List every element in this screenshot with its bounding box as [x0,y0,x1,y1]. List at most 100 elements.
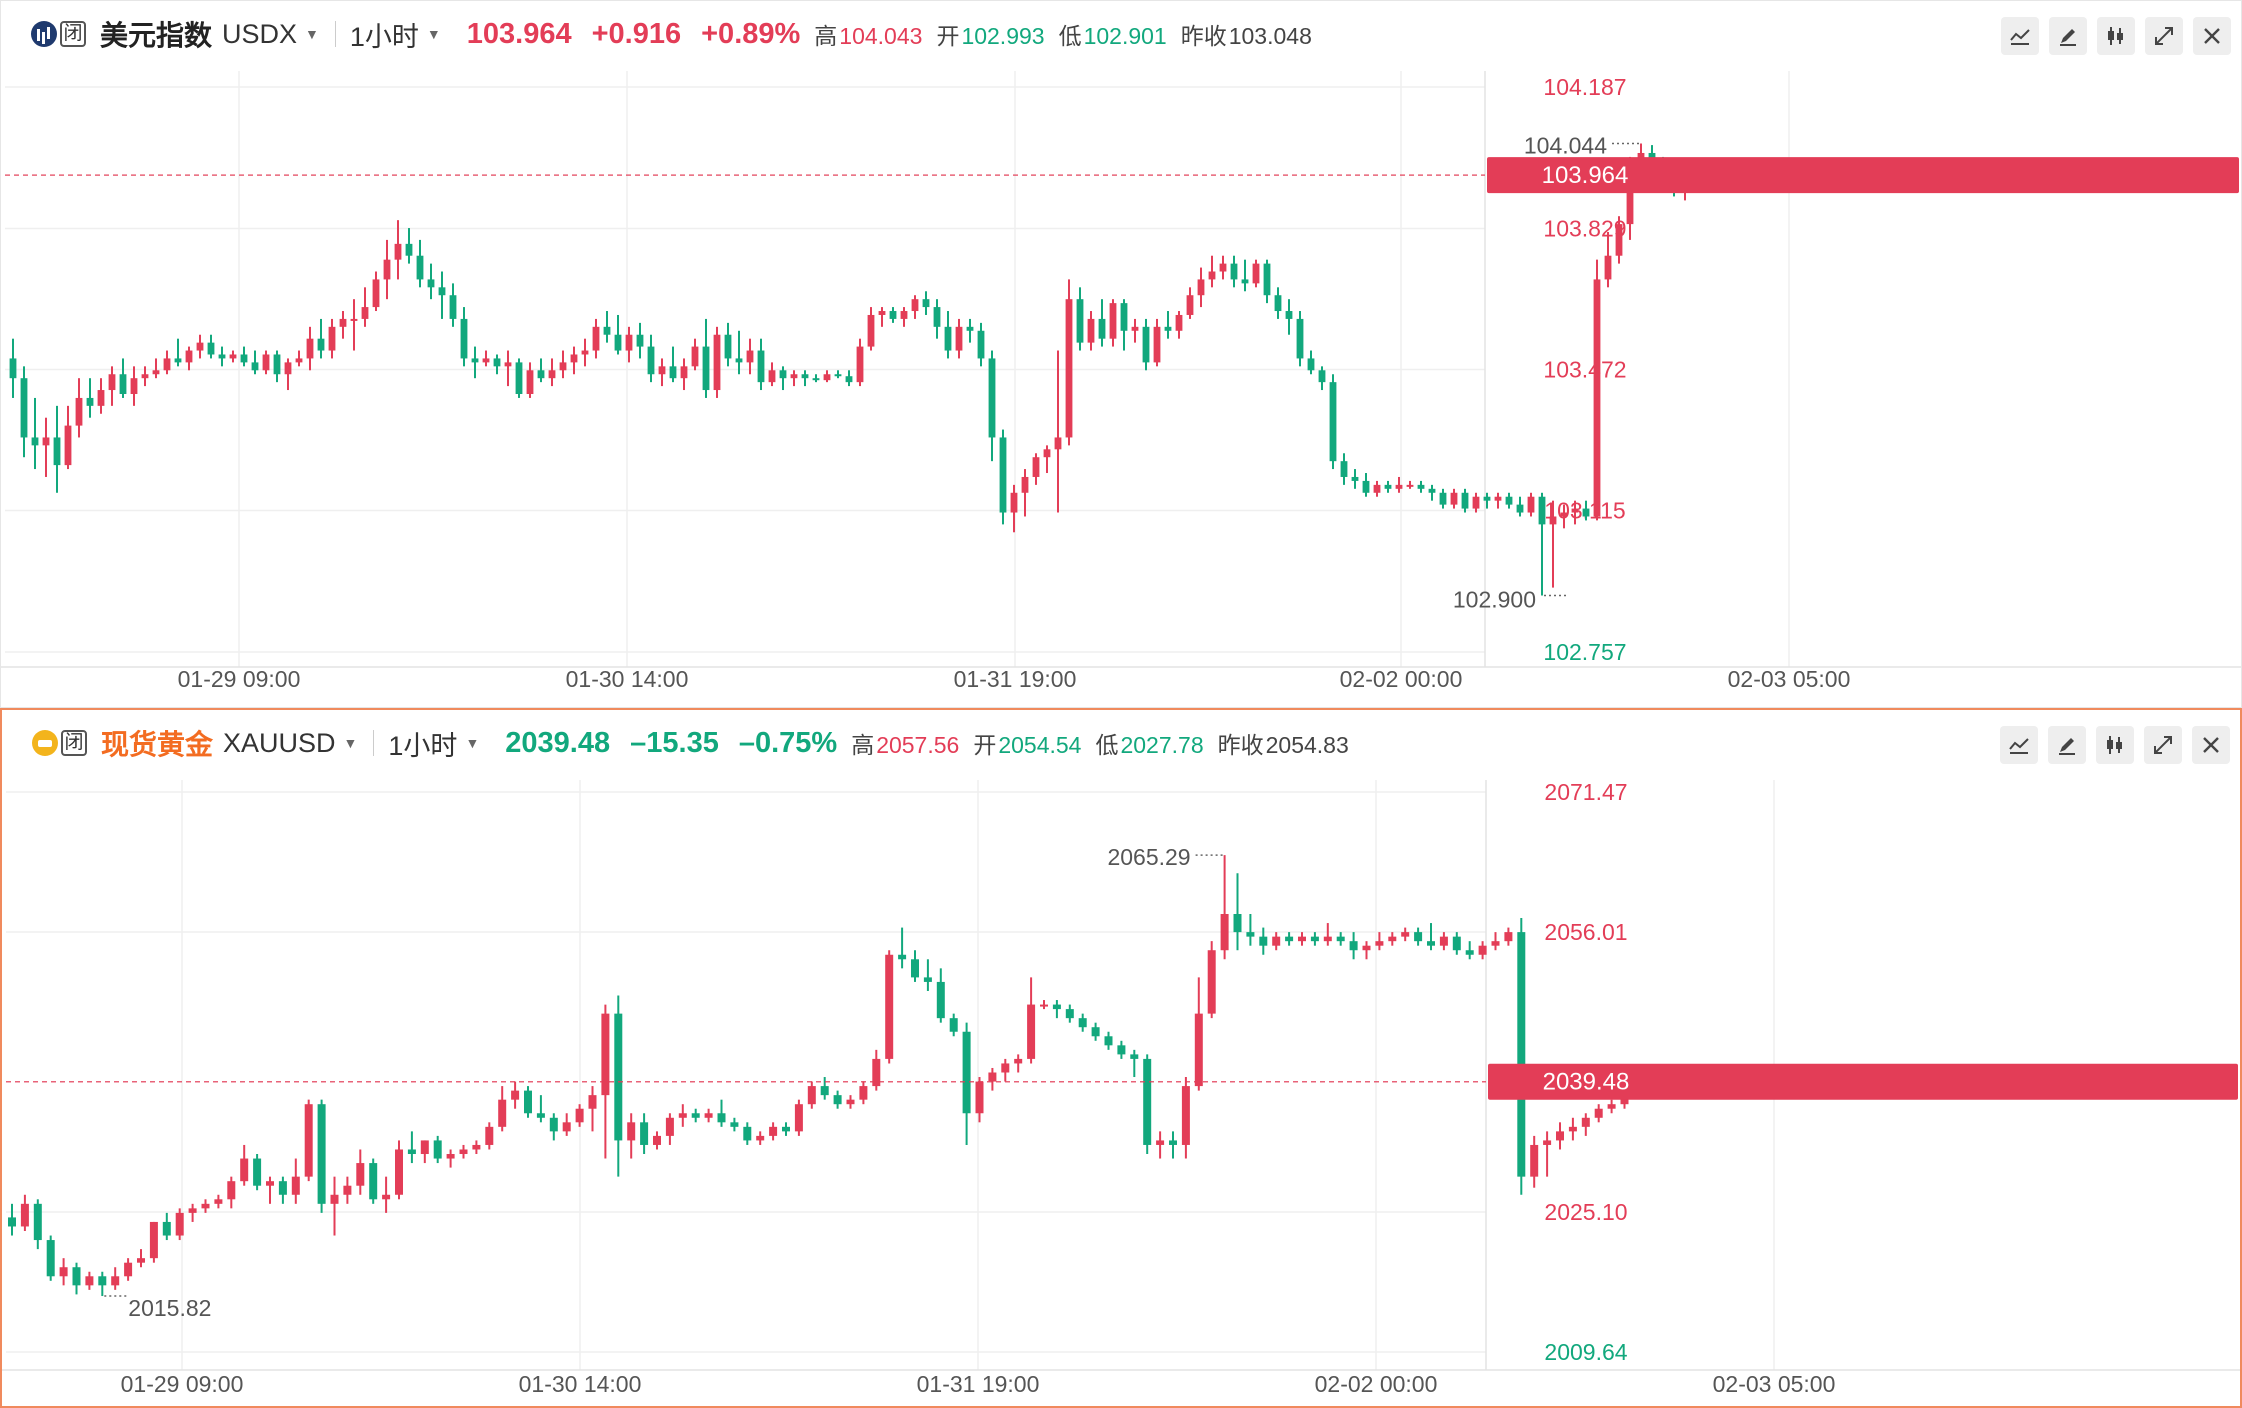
close-icon[interactable] [2193,17,2231,55]
candle-body [962,1031,971,1114]
candle-body [1362,480,1370,493]
candle-body [680,366,688,379]
candle-body [658,366,666,375]
candle-body [820,1086,829,1096]
y-tick-label: 103.472 [1543,357,1626,383]
market-closed-badge: 闭 [60,21,86,47]
stat-low-label: 低 [1095,732,1119,758]
instrument-code-select[interactable]: XAUUSD [223,727,336,758]
candle-body [394,243,402,260]
candle-body [592,326,600,351]
candle-body [878,311,886,315]
candle-body [846,1099,855,1105]
candle-body [1450,492,1458,505]
candle-body [769,1126,778,1136]
candle-body [1296,318,1304,359]
stat-high-value: 104.043 [839,23,923,49]
stat-open: 开2054.54 [973,726,1081,760]
candle-body [85,1276,94,1286]
interval-select[interactable]: 1小时 [349,21,419,52]
candle-body [1230,263,1238,280]
candle-body [1615,224,1623,256]
candle-body [922,299,930,308]
candle-body [704,1113,713,1118]
candle-body [801,374,809,379]
candle-body [647,346,655,375]
candle-body [214,1199,223,1204]
candle-body [627,1122,636,1141]
chevron-down-icon[interactable]: ▼ [465,735,480,751]
expand-icon[interactable] [2145,17,2183,55]
stat-prev-close: 昨收2054.83 [1218,726,1349,760]
instrument-name: 美元指数 [100,20,213,51]
candle-body [493,358,501,367]
candle-type-icon[interactable] [2096,726,2134,764]
candle-type-icon[interactable] [2097,17,2135,55]
candle-body [1373,484,1381,493]
y-tick-label: 102.757 [1543,639,1626,665]
interval-select[interactable]: 1小时 [388,730,458,761]
candle-body [1186,295,1194,315]
candle-body [1241,279,1249,284]
pen-tool-icon[interactable] [2049,17,2087,55]
candle-body [1375,941,1384,946]
stat-open-value: 2054.54 [998,732,1082,758]
candle-body [691,1113,700,1118]
line-tool-icon[interactable] [2001,17,2039,55]
instrument-code-select[interactable]: USDX [222,18,298,49]
candle-body [433,1140,442,1159]
candle-body [559,362,567,371]
usdx-candlestick-chart[interactable]: 104.187103.829103.472103.115102.75701-29… [1,1,2241,707]
candle-body [229,354,237,359]
candle-body [1626,168,1634,225]
candle-body [1527,496,1535,513]
candle-body [1491,941,1500,946]
candle-body [1538,496,1546,525]
chevron-down-icon[interactable]: ▼ [426,26,441,42]
candle-body [1001,1063,1010,1073]
x-tick-label: 02-02 00:00 [1315,1371,1438,1397]
gold-candlestick-chart[interactable]: 2071.47 2056.01 2025.10 2009.64 01-29 09:00 0… [2,710,2240,1406]
candle-body [295,358,303,363]
candle-body [1530,1144,1539,1177]
candle-body [1349,941,1358,951]
candle-body [1439,492,1447,505]
candle-body [782,1126,790,1132]
candle-body [31,437,39,446]
candle-body [1406,484,1414,487]
candle-body [1259,936,1268,946]
candle-body [1043,449,1051,458]
candle-body [768,370,776,383]
candle-body [1131,326,1139,331]
chevron-down-icon[interactable]: ▼ [305,26,319,42]
candle-body [1336,936,1345,942]
candle-body [273,354,281,375]
candle-body [72,1267,81,1286]
candle-body [427,279,435,288]
y-tick-label: 2009.64 [1544,1339,1627,1365]
candle-body [636,334,644,347]
candle-body [1556,1131,1564,1141]
candle-body [33,1203,42,1241]
candle-body [511,1090,520,1100]
candle-body [317,1104,326,1204]
line-tool-icon[interactable] [2000,726,2038,764]
pen-tool-icon[interactable] [2048,726,2086,764]
candle-body [1318,370,1326,383]
candle-body [1604,255,1612,280]
candle-body [1153,326,1161,363]
candle-body [713,334,721,391]
candle-body [625,334,633,351]
expand-icon[interactable] [2144,726,2182,764]
current-price-box [1488,1063,2238,1100]
candle-body [446,1154,455,1159]
candle-body [1010,492,1018,513]
high-price-annotation: 104.044 [1524,133,1607,159]
close-icon[interactable] [2192,726,2230,764]
candle-body [537,370,545,379]
candle-body [1351,476,1359,481]
chevron-down-icon[interactable]: ▼ [343,735,358,751]
x-tick-label: 01-30 14:00 [566,666,689,692]
candle-body [97,390,105,406]
candle-body [1052,1004,1061,1010]
